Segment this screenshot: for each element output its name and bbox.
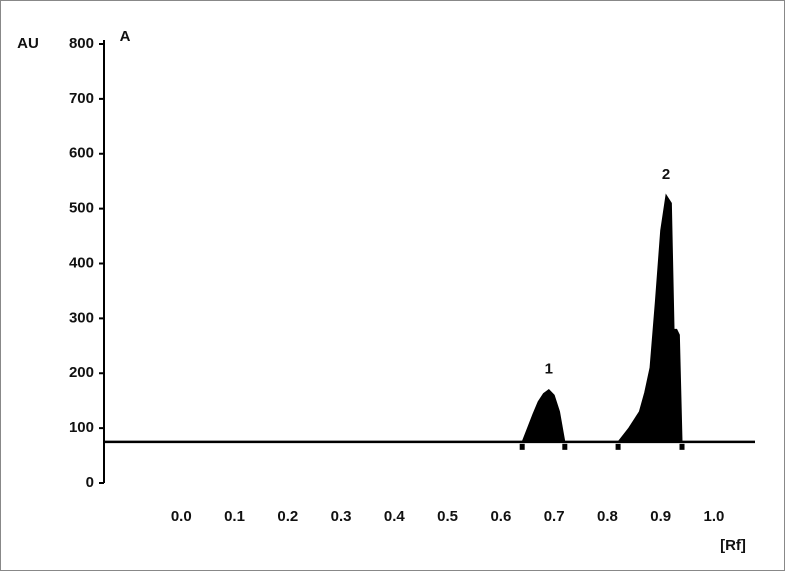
x-tick-label: 0.2	[277, 508, 298, 525]
y-axis-label: AU	[17, 35, 39, 52]
integration-mark	[615, 443, 621, 450]
integration-mark	[562, 443, 568, 450]
x-tick-label: 0.6	[490, 508, 511, 525]
y-tick-label: 600	[69, 145, 94, 162]
y-tick-label: 400	[69, 254, 94, 271]
y-tick-label: 800	[69, 35, 94, 52]
peak-label: 2	[662, 166, 670, 183]
x-tick-label: 0.4	[384, 508, 406, 525]
x-tick-label: 0.9	[650, 508, 671, 525]
integration-mark	[679, 443, 685, 450]
x-tick-label: 0.8	[597, 508, 618, 525]
y-tick-label: 300	[69, 309, 94, 326]
x-tick-label: 0.5	[437, 508, 458, 525]
y-tick-label: 200	[69, 364, 94, 381]
x-tick-label: 1.0	[704, 508, 725, 525]
x-tick-label: 0.0	[171, 508, 192, 525]
y-tick-label: 100	[69, 419, 94, 436]
y-tick-label: 500	[69, 200, 94, 217]
x-axis-label: [Rf]	[720, 537, 746, 554]
peak-area	[521, 193, 683, 443]
peak-label: 1	[545, 361, 553, 378]
x-tick-label: 0.3	[331, 508, 352, 525]
y-tick-label: 0	[86, 474, 94, 491]
y-tick-label: 700	[69, 90, 94, 107]
panel-label: A	[120, 28, 131, 45]
x-tick-label: 0.7	[544, 508, 565, 525]
integration-mark	[519, 443, 525, 450]
x-tick-label: 0.1	[224, 508, 245, 525]
